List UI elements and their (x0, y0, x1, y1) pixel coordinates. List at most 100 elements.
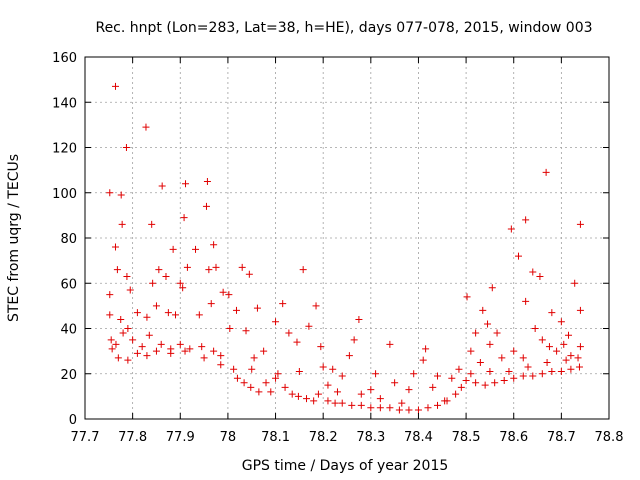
data-point (338, 372, 346, 380)
x-tick-label: 77.9 (166, 430, 195, 445)
data-point (424, 404, 432, 412)
data-point (305, 322, 313, 330)
data-point (158, 182, 166, 190)
data-point (419, 356, 427, 364)
data-point (338, 399, 346, 407)
data-point (117, 315, 125, 323)
data-point (198, 343, 206, 351)
data-point (345, 352, 353, 360)
data-point (272, 374, 280, 382)
data-point (467, 370, 475, 378)
x-tick-label: 78.3 (356, 430, 385, 445)
data-point (560, 340, 568, 348)
data-point (557, 367, 565, 375)
data-point (267, 388, 275, 396)
data-point (260, 347, 268, 355)
data-point (106, 291, 114, 299)
data-point (414, 406, 422, 414)
data-point (219, 288, 227, 296)
data-point (230, 365, 238, 373)
data-point (524, 363, 532, 371)
data-point (248, 365, 256, 373)
data-point (491, 379, 499, 387)
y-tick-label: 0 (69, 413, 77, 428)
data-point (576, 220, 584, 228)
data-point (217, 361, 225, 369)
data-point (317, 343, 325, 351)
data-point (548, 309, 556, 317)
data-point (172, 311, 180, 319)
data-point (434, 372, 442, 380)
data-point (149, 279, 157, 287)
data-point (112, 340, 120, 348)
data-point (391, 379, 399, 387)
data-point (548, 367, 556, 375)
data-point (210, 347, 218, 355)
data-point (155, 266, 163, 274)
data-point (386, 340, 394, 348)
data-point (202, 202, 210, 210)
data-point (434, 401, 442, 409)
x-tick-label: 77.7 (71, 430, 100, 445)
data-point (272, 318, 280, 326)
data-point (410, 370, 418, 378)
data-point (238, 263, 246, 271)
data-point (462, 377, 470, 385)
data-point (262, 379, 270, 387)
x-tick-label: 78.7 (547, 430, 576, 445)
data-point (367, 386, 375, 394)
data-point (536, 272, 544, 280)
data-point (192, 245, 200, 253)
data-point (180, 214, 188, 222)
data-point (138, 343, 146, 351)
data-point (510, 374, 518, 382)
data-point (576, 306, 584, 314)
data-point (207, 300, 215, 308)
data-point (486, 367, 494, 375)
data-point (294, 392, 302, 400)
data-point (567, 365, 575, 373)
data-point (576, 343, 584, 351)
data-point (164, 309, 172, 317)
data-point (245, 270, 253, 278)
data-point (299, 266, 307, 274)
grid (85, 57, 609, 419)
x-tick-label: 78.1 (261, 430, 290, 445)
data-point (240, 379, 248, 387)
data-point (133, 349, 141, 357)
data-point (176, 279, 184, 287)
data-point (331, 399, 339, 407)
data-point (510, 347, 518, 355)
data-point (142, 123, 150, 131)
chart-title: Rec. hnpt (Lon=283, Lat=38, h=HE), days … (95, 20, 592, 36)
y-axis-label: STEC from uqrg / TECUs (6, 154, 22, 322)
data-point (152, 347, 160, 355)
x-tick-label: 78.4 (404, 430, 433, 445)
data-point (484, 320, 492, 328)
data-point (295, 367, 303, 375)
data-point (123, 272, 131, 280)
data-point (133, 309, 141, 317)
data-point (467, 347, 475, 355)
data-point (519, 372, 527, 380)
data-point (376, 395, 384, 403)
data-point (279, 300, 287, 308)
data-point (212, 263, 220, 271)
data-point (167, 349, 175, 357)
data-point (114, 354, 122, 362)
data-point (367, 404, 375, 412)
data-point (488, 284, 496, 292)
data-point (355, 315, 363, 323)
data-point (372, 370, 380, 378)
data-point (476, 358, 484, 366)
data-point (522, 216, 530, 224)
data-point (376, 404, 384, 412)
data-point (143, 352, 151, 360)
data-point (538, 370, 546, 378)
data-point (183, 263, 191, 271)
data-point (571, 279, 579, 287)
data-point (106, 311, 114, 319)
data-point (565, 331, 573, 339)
data-point (562, 356, 570, 364)
